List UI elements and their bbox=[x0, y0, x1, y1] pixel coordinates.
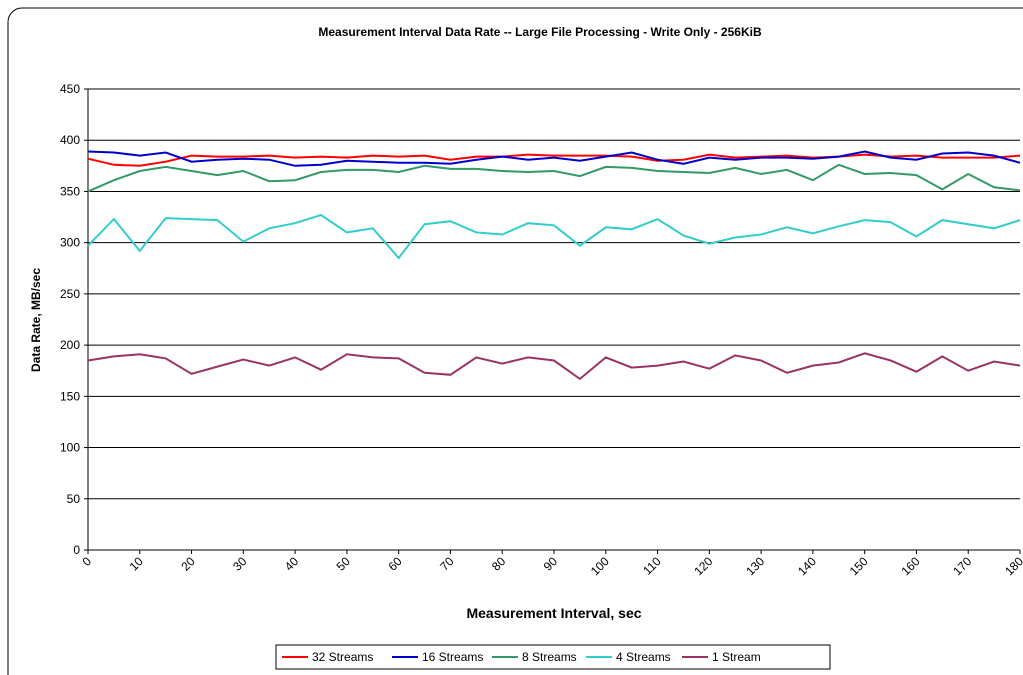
legend-label: 32 Streams bbox=[312, 650, 373, 664]
series-line bbox=[87, 352, 1021, 381]
y-tick-label: 300 bbox=[60, 236, 80, 250]
legend-label: 1 Stream bbox=[712, 650, 761, 664]
legend-label: 4 Streams bbox=[616, 650, 671, 664]
series-line bbox=[87, 163, 1021, 193]
y-tick-label: 200 bbox=[60, 338, 80, 352]
legend-label: 16 Streams bbox=[422, 650, 483, 664]
y-tick-label: 350 bbox=[60, 184, 80, 198]
series-line bbox=[87, 150, 1021, 167]
chart-frame bbox=[7, 7, 1023, 675]
legend-label: 8 Streams bbox=[522, 650, 577, 664]
y-tick-label: 400 bbox=[60, 133, 80, 147]
y-tick-label: 100 bbox=[60, 441, 80, 455]
y-tick-label: 150 bbox=[60, 389, 80, 403]
y-tick-label: 0 bbox=[73, 543, 80, 557]
y-tick-label: 50 bbox=[67, 492, 81, 506]
y-tick-label: 450 bbox=[60, 82, 80, 96]
y-tick-label: 250 bbox=[60, 287, 80, 301]
series-line bbox=[87, 153, 1021, 167]
chart-title: Measurement Interval Data Rate -- Large … bbox=[318, 25, 762, 39]
x-axis-label: Measurement Interval, sec bbox=[466, 605, 641, 621]
series-line bbox=[87, 213, 1021, 260]
legend-box bbox=[275, 644, 831, 670]
y-axis-label: Data Rate, MB/sec bbox=[29, 268, 43, 372]
